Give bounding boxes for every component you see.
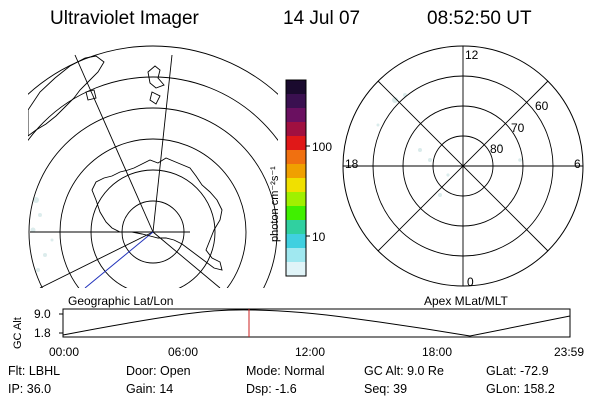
colorbar-segment — [286, 80, 306, 95]
altitude-timeline — [59, 308, 571, 338]
mlat-label-60: 60 — [535, 99, 549, 113]
timeline-y-tick-1-8: 1.8 — [34, 326, 51, 340]
status-door: Door: Open — [126, 364, 191, 378]
magnetic-map — [342, 45, 584, 287]
australia-coastline — [28, 55, 105, 137]
antarctica-coastline — [91, 157, 223, 271]
date-label: 14 Jul 07 — [283, 8, 361, 29]
timeline-x-tick-0600: 06:00 — [168, 345, 199, 359]
colorbar-segment — [286, 164, 306, 179]
geographic-map — [28, 45, 278, 288]
status-ip: IP: 36.0 — [8, 382, 52, 396]
colorbar-segment — [286, 206, 306, 221]
colorbar-unit-label: photon cm⁻²s⁻¹ — [269, 166, 281, 242]
timeline-x-tick-0000: 00:00 — [49, 345, 80, 359]
mlt-label-0: 0 — [467, 275, 474, 289]
colorbar-segment — [286, 234, 306, 249]
instrument-title: Ultraviolet Imager — [50, 8, 199, 29]
mlat-label-80: 80 — [490, 142, 504, 156]
status-mode: Mode: Normal — [246, 364, 325, 378]
status-glon: GLon: 158.2 — [486, 382, 555, 396]
left-map-caption: Geographic Lat/Lon — [68, 294, 174, 308]
timeline-x-tick-1200: 12:00 — [295, 345, 326, 359]
tasmania-coastline — [85, 89, 97, 101]
status-seq: Seq: 39 — [364, 382, 408, 396]
meridian-lines — [30, 54, 221, 288]
colorbar-segment — [286, 136, 306, 151]
colorbar-segment — [286, 94, 306, 109]
altitude-curve — [62, 309, 571, 337]
colorbar-segment — [286, 220, 306, 235]
aurora-speckle — [30, 197, 54, 272]
aurora-speckle-right — [376, 93, 522, 197]
new-zealand-coastline — [147, 65, 165, 105]
right-map-caption: Apex MLat/MLT — [424, 294, 508, 308]
colorbar-segment — [286, 248, 306, 263]
colorbar-tick-100: 100 — [312, 140, 333, 154]
mlt-lines — [343, 46, 583, 286]
colorbar-segment — [286, 262, 306, 277]
status-glat: GLat: -72.9 — [486, 364, 549, 378]
colorbar-segment — [286, 122, 306, 137]
colorbar-segment — [286, 192, 306, 207]
timeline-y-axis-label: GC Alt — [12, 317, 24, 349]
mlt-label-18: 18 — [345, 157, 359, 171]
colorbar-segment — [286, 150, 306, 165]
timeline-y-tick-9: 9.0 — [34, 307, 51, 321]
mlt-label-12: 12 — [465, 48, 479, 62]
timeline-x-tick-2359: 23:59 — [554, 345, 585, 359]
colorbar-segment — [286, 108, 306, 123]
status-dsp: Dsp: -1.6 — [246, 382, 297, 396]
mlt-label-6: 6 — [574, 157, 581, 171]
colorbar-tick-10: 10 — [312, 230, 326, 244]
status-flt: Flt: LBHL — [8, 364, 61, 378]
timeline-x-tick-1800: 18:00 — [422, 345, 453, 359]
colorbar — [285, 79, 310, 277]
subsatellite-track — [84, 231, 154, 288]
time-label: 08:52:50 UT — [427, 8, 532, 29]
status-gc-alt: GC Alt: 9.0 Re — [364, 364, 444, 378]
mlat-label-70: 70 — [511, 121, 525, 135]
status-gain: Gain: 14 — [126, 382, 174, 396]
colorbar-segment — [286, 178, 306, 193]
